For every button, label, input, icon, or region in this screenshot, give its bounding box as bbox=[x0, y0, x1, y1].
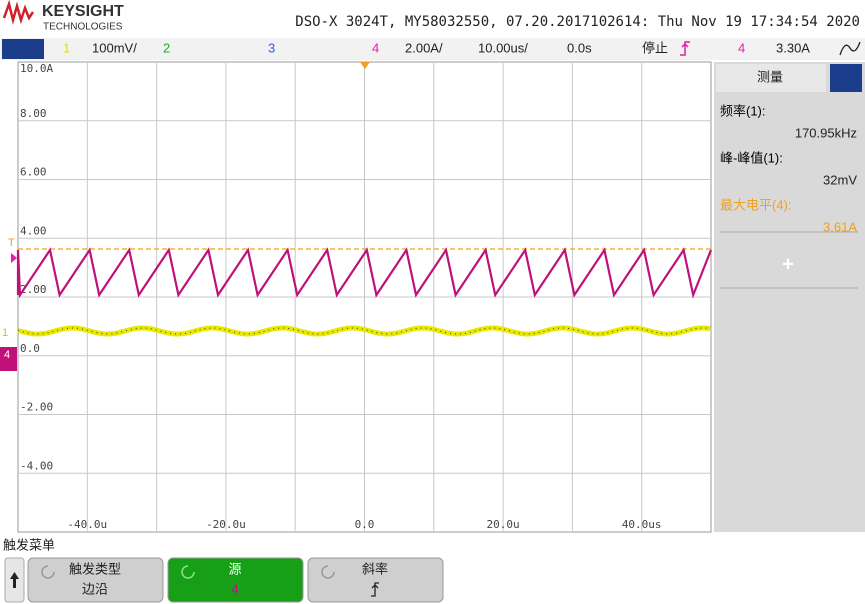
tab-icon[interactable] bbox=[830, 64, 862, 92]
meas-value: 3.61A bbox=[823, 219, 857, 234]
softkey[interactable] bbox=[27, 557, 164, 603]
add-measurement[interactable]: + bbox=[782, 253, 794, 275]
device-title: DSO-X 3024T, MY58032550, 07.20.201710261… bbox=[295, 14, 860, 30]
slope-icon bbox=[371, 582, 379, 597]
meas-tab[interactable] bbox=[716, 64, 826, 92]
side-panel bbox=[714, 62, 865, 532]
trigger-level: 3.30A bbox=[776, 40, 810, 55]
softkey-knob-icon bbox=[181, 565, 195, 579]
acq-icon bbox=[839, 41, 861, 56]
logo-wave bbox=[2, 0, 35, 25]
y-label: 10.0A bbox=[20, 62, 53, 75]
ch4-scale: 2.00A/ bbox=[405, 40, 443, 55]
y-label: 6.00 bbox=[20, 166, 47, 179]
x-labels: -40.0u -20.0u 0.0 20.0u 40.0us bbox=[67, 518, 661, 531]
softkey-value: 4 bbox=[231, 581, 238, 596]
meas-value: 170.95kHz bbox=[795, 125, 857, 140]
meas-label: 峰-峰值(1): bbox=[720, 150, 783, 165]
meas-value: 32mV bbox=[823, 172, 857, 187]
ch4-level-arrow bbox=[11, 253, 17, 263]
x-label: 40.0us bbox=[622, 518, 662, 531]
y-label: -2.00 bbox=[20, 401, 53, 414]
trigger-icon bbox=[680, 41, 690, 56]
softkey-value: 边沿 bbox=[82, 581, 108, 596]
x-label: -20.0u bbox=[206, 518, 246, 531]
back-arrow bbox=[10, 572, 19, 588]
ch4-trace bbox=[16, 247, 713, 299]
delay: 0.0s bbox=[567, 40, 592, 55]
y-label: 8.00 bbox=[20, 107, 47, 120]
run-state: 停止 bbox=[642, 40, 668, 55]
softkey-knob-icon bbox=[41, 565, 55, 579]
waveforms bbox=[16, 247, 713, 337]
meas-title: 测量 bbox=[757, 69, 783, 84]
ch1-label[interactable]: 1 bbox=[63, 40, 70, 55]
grid bbox=[18, 62, 711, 532]
softkey-label: 触发类型 bbox=[69, 561, 121, 576]
y-label: 0.0 bbox=[20, 342, 40, 355]
softkey[interactable] bbox=[307, 557, 444, 603]
y-label: -4.00 bbox=[20, 459, 53, 472]
ch1-scale: 100mV/ bbox=[92, 40, 137, 55]
ch1-marker[interactable]: 1 bbox=[2, 327, 8, 339]
softkey-knob-icon bbox=[321, 565, 335, 579]
status-bar bbox=[0, 38, 865, 60]
status-icon[interactable] bbox=[2, 39, 44, 59]
measurements: 频率(1): 170.95kHz 峰-峰值(1): 32mV 最大电平(4): 3.61A bbox=[720, 103, 857, 234]
y-labels: 10.0A8.006.004.002.000.0-2.00-4.00 bbox=[20, 62, 53, 472]
x-label: 20.0u bbox=[487, 518, 520, 531]
trigger-marker: T bbox=[8, 237, 15, 249]
softkey-label: 源 bbox=[228, 561, 241, 576]
meas-label: 最大电平(4): bbox=[720, 197, 792, 212]
meas-label: 频率(1): bbox=[720, 103, 766, 118]
trigger-source: 4 bbox=[738, 40, 745, 55]
time-scale: 10.00us/ bbox=[478, 40, 528, 55]
trigger-position-marker[interactable] bbox=[360, 62, 370, 69]
x-label: 0.0 bbox=[355, 518, 375, 531]
x-label: -40.0u bbox=[67, 518, 107, 531]
ch4-marker-box[interactable] bbox=[0, 347, 17, 371]
brand: KEYSIGHT bbox=[42, 3, 124, 20]
softkey-label: 斜率 bbox=[362, 561, 388, 576]
brand-sub: TECHNOLOGIES bbox=[43, 22, 123, 33]
ch4-marker: 4 bbox=[4, 349, 10, 361]
ch1-trace bbox=[17, 325, 711, 337]
softkey[interactable] bbox=[167, 557, 304, 603]
ch3-label[interactable]: 3 bbox=[268, 40, 275, 55]
ch2-label[interactable]: 2 bbox=[163, 40, 170, 55]
y-label: 4.00 bbox=[20, 224, 47, 237]
menu-title: 触发菜单 bbox=[3, 537, 55, 552]
ch4-label[interactable]: 4 bbox=[372, 40, 379, 55]
